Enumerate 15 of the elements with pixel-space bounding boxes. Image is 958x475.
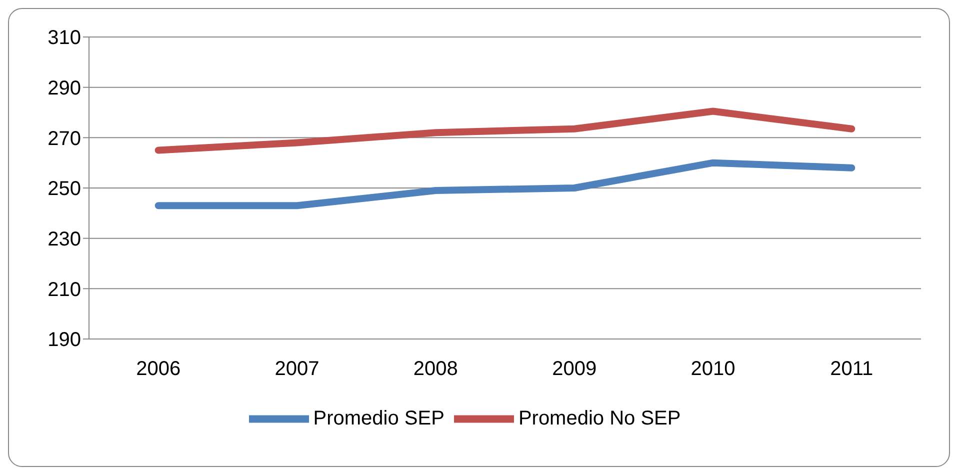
- x-tick-label: 2008: [413, 358, 458, 380]
- x-tick-label: 2011: [830, 358, 874, 380]
- y-tick-label: 190: [48, 329, 81, 352]
- y-tick-label: 270: [48, 128, 81, 150]
- y-tick-label: 230: [48, 228, 81, 250]
- legend-label: Promedio No SEP: [518, 407, 681, 430]
- y-tick-label: 310: [48, 27, 81, 50]
- y-tick-label: 210: [48, 278, 81, 301]
- x-tick-label: 2006: [136, 358, 181, 380]
- y-tick-label: 290: [48, 77, 81, 100]
- x-tick-label: 2010: [690, 358, 736, 380]
- x-tick-label: 2009: [552, 358, 597, 380]
- x-tick-label: 2007: [274, 358, 320, 380]
- legend-label: Promedio SEP: [313, 407, 444, 430]
- y-tick-label: 250: [48, 178, 81, 200]
